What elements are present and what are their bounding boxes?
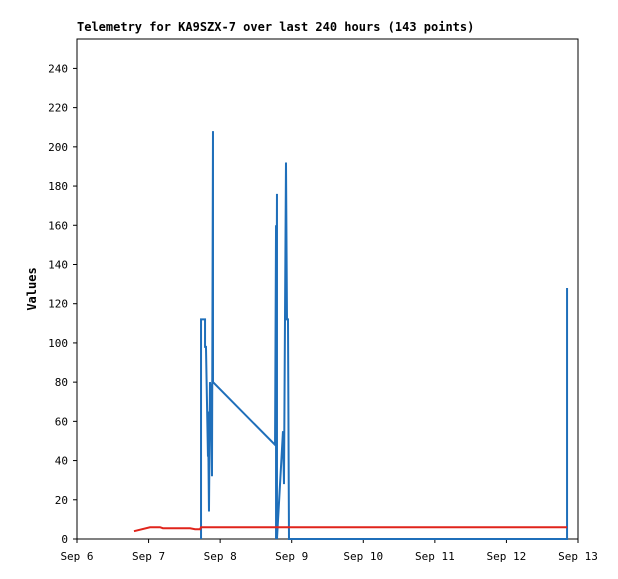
y-tick-label: 160 [48, 219, 68, 232]
y-tick-label: 20 [55, 494, 68, 507]
series-line [200, 131, 569, 540]
y-tick-label: 140 [48, 258, 68, 271]
chart-title: Telemetry for KA9SZX-7 over last 240 hou… [77, 20, 474, 34]
x-tick-label: Sep 7 [132, 550, 165, 563]
x-tick-label: Sep 11 [415, 550, 455, 563]
plot-frame [76, 38, 579, 540]
y-tick-label: 100 [48, 337, 68, 350]
y-tick-label: 80 [55, 376, 68, 389]
y-tick-label: 240 [48, 62, 68, 75]
y-tick-label: 40 [55, 455, 68, 468]
y-tick-label: 200 [48, 141, 68, 154]
x-tick-label: Sep 13 [558, 550, 598, 563]
y-tick-label: 220 [48, 102, 68, 115]
y-tick-label: 0 [61, 533, 68, 546]
x-tick-label: Sep 6 [60, 550, 93, 563]
y-axis-label: Values [25, 267, 39, 310]
y-tick-label: 60 [55, 415, 68, 428]
x-tick-label: Sep 9 [275, 550, 308, 563]
y-tick-label: 120 [48, 298, 68, 311]
x-tick-label: Sep 10 [343, 550, 383, 563]
series-line [133, 526, 568, 533]
x-tick-label: Sep 8 [204, 550, 237, 563]
y-tick-label: 180 [48, 180, 68, 193]
x-tick-label: Sep 12 [487, 550, 527, 563]
